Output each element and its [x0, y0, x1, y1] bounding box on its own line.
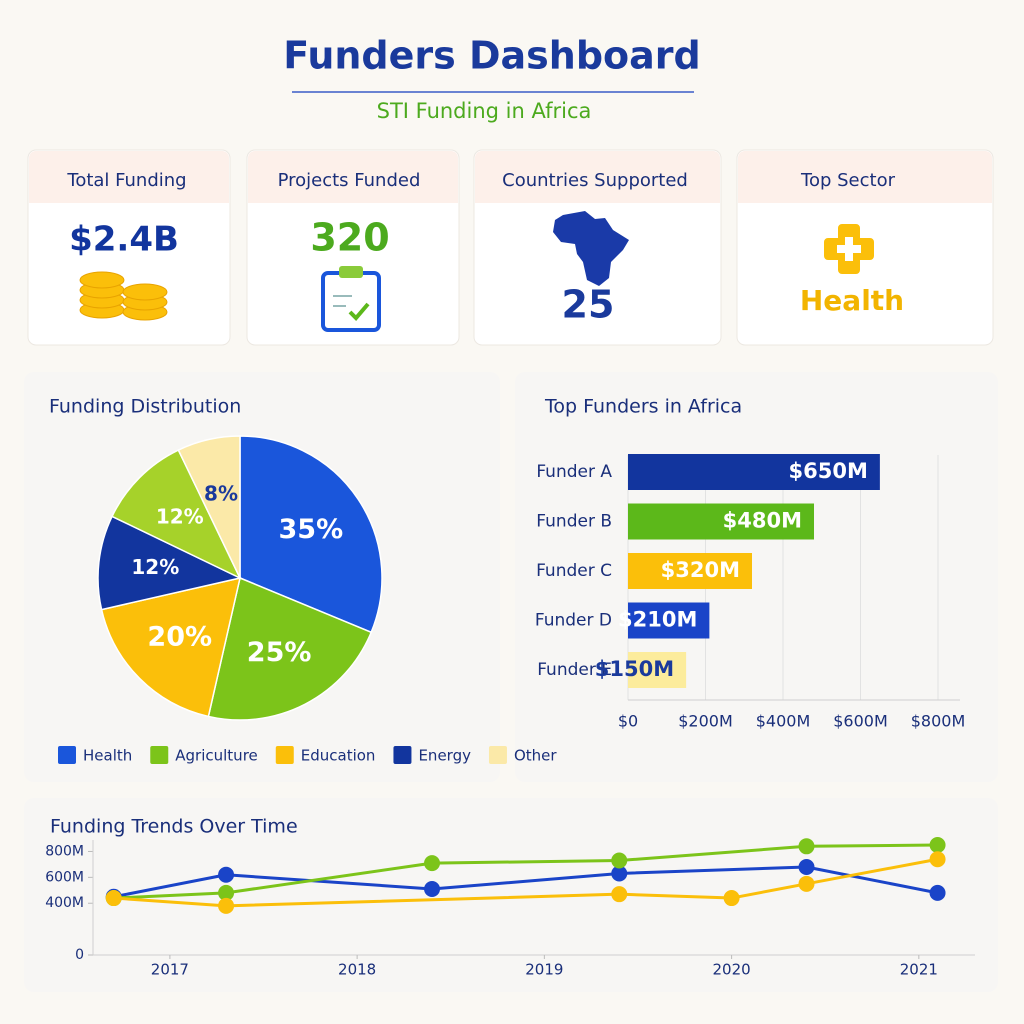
x-tick-label: $600M — [833, 712, 888, 731]
line-series — [113, 857, 938, 908]
bar-value-label: $650M — [789, 459, 868, 483]
kpi-label: Projects Funded — [278, 170, 421, 191]
legend-swatch — [150, 746, 169, 764]
y-tick-label: Funder B — [536, 512, 612, 532]
y-tick-label: Funder C — [536, 561, 612, 581]
pie-slice — [239, 435, 383, 634]
legend-label: Other — [514, 747, 557, 765]
kpi-value: $2.4B — [69, 220, 179, 260]
x-tick-label: 2020 — [713, 961, 751, 979]
x-tick-label: $400M — [756, 712, 811, 731]
line-marker — [798, 859, 815, 875]
legend-swatch — [275, 746, 294, 764]
bar — [628, 602, 710, 639]
line-marker — [611, 865, 628, 882]
kpi-card: Total Funding $2.4B — [27, 149, 231, 346]
coins-icon — [79, 271, 168, 321]
line-marker — [218, 866, 235, 883]
slice-label: 35% — [279, 514, 344, 545]
x-tick-label: 2019 — [525, 961, 563, 979]
legend-swatch — [488, 746, 507, 764]
kpi-label: Top Sector — [800, 170, 896, 191]
x-tick-label: 2021 — [900, 961, 938, 979]
legend-swatch — [58, 746, 76, 764]
line-marker — [929, 837, 946, 853]
line-series — [113, 843, 938, 900]
y-tick-label: 800M — [45, 843, 84, 859]
line-marker — [424, 855, 441, 872]
chart-title: Funding Trends Over Time — [50, 816, 298, 838]
chart-title: Funding Distribution — [49, 396, 241, 418]
slice-label: 12% — [131, 555, 179, 579]
legend-swatch — [393, 746, 412, 764]
bar-value-label: $480M — [723, 509, 802, 533]
pie-slice — [207, 576, 373, 721]
legend-label: Agriculture — [175, 747, 258, 765]
x-tick-label: $200M — [678, 712, 733, 731]
bar — [628, 553, 752, 589]
line-marker — [218, 884, 235, 901]
bar — [628, 454, 880, 490]
y-tick-label: 600M — [45, 869, 84, 885]
chart-title: Top Funders in Africa — [544, 396, 742, 418]
slice-label: 8% — [204, 481, 238, 505]
x-tick-label: 2018 — [338, 961, 376, 979]
pie-slice — [97, 515, 243, 611]
line-marker — [798, 875, 815, 892]
line-marker — [798, 838, 815, 855]
slice-label: 25% — [247, 637, 312, 668]
kpi-card: Countries Supported 25 — [473, 149, 722, 346]
page-subtitle: STI Funding in Africa — [377, 99, 592, 123]
line-marker — [929, 884, 946, 901]
line-marker — [218, 897, 235, 914]
line-marker — [105, 890, 122, 907]
kpi-value: 320 — [310, 216, 389, 260]
bar-value-label: $150M — [595, 657, 674, 681]
bar — [628, 503, 814, 540]
x-tick-label: 2017 — [151, 961, 189, 979]
africa-icon — [553, 211, 629, 286]
line-marker — [611, 852, 628, 869]
kpi-value: 25 — [562, 283, 615, 327]
slice-label: 20% — [147, 622, 212, 653]
kpi-card: Projects Funded 320 — [246, 149, 460, 346]
y-tick-label: 400M — [45, 895, 84, 911]
x-tick-label: $800M — [911, 712, 966, 731]
clipboard-icon — [321, 266, 381, 332]
slice-label: 12% — [156, 504, 204, 528]
pie-slice — [100, 577, 241, 718]
line-series — [113, 865, 938, 899]
kpi-label: Total Funding — [66, 170, 186, 191]
y-tick-label: Funder D — [535, 611, 612, 631]
legend-label: Education — [301, 747, 376, 765]
y-tick-label: Funder A — [536, 462, 612, 482]
line-marker — [723, 890, 740, 907]
kpi-label: Countries Supported — [502, 170, 688, 191]
bar-value-label: $210M — [618, 608, 697, 632]
pie-slice — [177, 435, 241, 579]
line-marker — [424, 881, 441, 897]
page-title: Funders Dashboard — [283, 34, 700, 78]
kpi-value: Health — [800, 284, 904, 317]
bar-value-label: $320M — [661, 558, 740, 582]
line-marker — [611, 886, 628, 903]
y-tick-label: 0 — [75, 947, 84, 963]
pie-slice — [111, 449, 242, 580]
line-panel — [24, 798, 998, 992]
bar — [628, 652, 687, 688]
kpi-card: Top Sector Health — [736, 149, 994, 346]
legend-label: Energy — [418, 747, 471, 765]
line-marker — [929, 851, 946, 868]
x-tick-label: $0 — [618, 712, 638, 731]
legend-label: Health — [83, 747, 132, 765]
y-tick-label: Funder E — [537, 660, 612, 680]
